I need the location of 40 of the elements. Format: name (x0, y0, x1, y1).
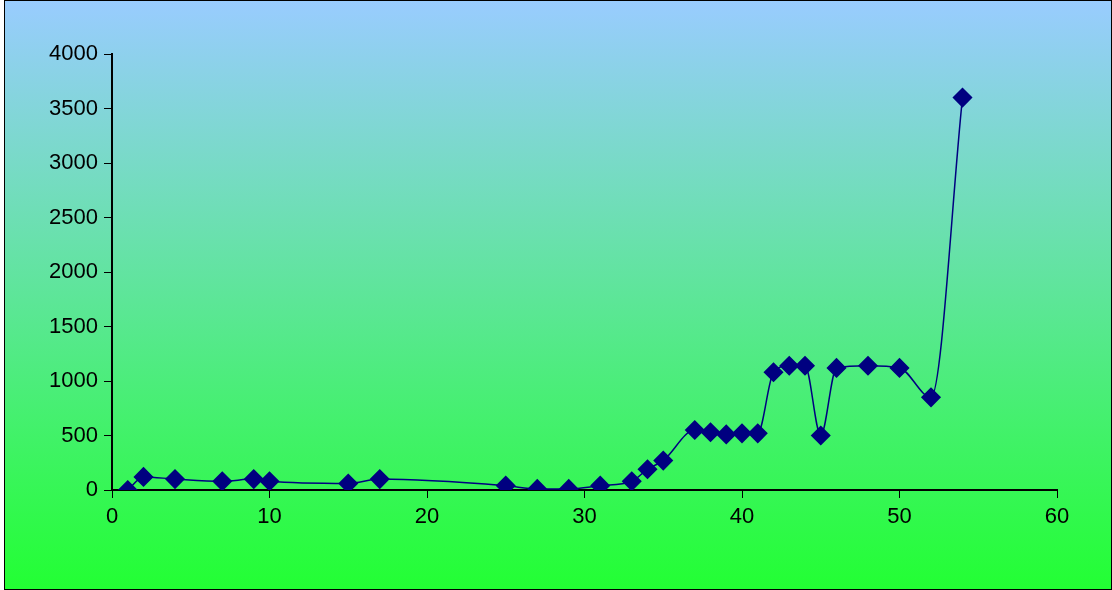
point (811, 425, 831, 446)
point (685, 420, 705, 440)
y-tick-label: 0 (85, 476, 98, 502)
x-tick-label: 40 (729, 503, 755, 529)
x-tick-label: 0 (105, 503, 119, 529)
point (622, 471, 642, 490)
y-tick-label: 3500 (49, 94, 98, 120)
point (889, 358, 910, 378)
x-tick-label: 50 (887, 503, 912, 529)
point (370, 469, 390, 489)
point (259, 471, 280, 490)
x-tick-label: 30 (572, 503, 597, 529)
point (338, 473, 358, 490)
y-tick-label: 4000 (49, 40, 98, 66)
y-tick-label: 2500 (49, 203, 98, 229)
y-tick-label: 1500 (49, 312, 98, 338)
point (700, 422, 721, 442)
y-tick-label: 2000 (49, 258, 98, 284)
y-tick-label: 1000 (49, 367, 98, 393)
point (165, 469, 185, 489)
point (748, 423, 768, 444)
point (716, 424, 736, 445)
point (921, 387, 941, 408)
point (653, 450, 673, 471)
point (133, 467, 154, 487)
x-tick-label: 60 (1044, 503, 1070, 529)
x-tick-label: 10 (257, 503, 282, 529)
point (763, 362, 784, 383)
point (779, 355, 799, 376)
point (637, 459, 658, 480)
point (952, 87, 973, 108)
point (858, 355, 878, 376)
y-tick-label: 3000 (49, 149, 98, 175)
x-tick-label: 20 (414, 503, 440, 529)
point (732, 423, 752, 444)
point (244, 469, 264, 489)
y-tick-label: 500 (61, 421, 98, 447)
point (212, 471, 232, 490)
point (795, 355, 815, 376)
point (826, 358, 847, 378)
